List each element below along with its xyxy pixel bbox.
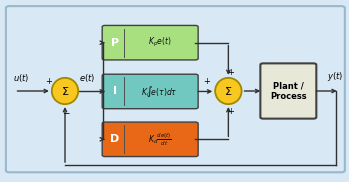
FancyBboxPatch shape [260, 63, 316, 119]
Text: +: + [227, 68, 233, 77]
Text: $e(t)$: $e(t)$ [79, 72, 95, 84]
Text: $\Sigma$: $\Sigma$ [224, 85, 232, 97]
Text: $-$: $-$ [62, 107, 71, 116]
FancyBboxPatch shape [102, 122, 198, 157]
Text: $\Sigma$: $\Sigma$ [61, 85, 69, 97]
Text: D: D [110, 134, 119, 144]
Text: +: + [203, 78, 210, 86]
FancyBboxPatch shape [102, 74, 198, 109]
Ellipse shape [52, 78, 78, 104]
Text: $y(t)$: $y(t)$ [327, 70, 343, 83]
Text: Plant /
Process: Plant / Process [270, 81, 307, 101]
Text: $K_i\!\int\! e(\tau)d\tau$: $K_i\!\int\! e(\tau)d\tau$ [141, 84, 178, 99]
Text: $K_p e(t)$: $K_p e(t)$ [148, 36, 172, 49]
FancyBboxPatch shape [102, 25, 198, 60]
Text: $u(t)$: $u(t)$ [13, 72, 29, 84]
Text: $K_d\frac{de(t)}{dt}$: $K_d\frac{de(t)}{dt}$ [148, 131, 171, 148]
Text: P: P [111, 38, 119, 48]
Text: +: + [45, 78, 52, 86]
Ellipse shape [215, 78, 242, 104]
Text: +: + [227, 107, 233, 116]
Text: I: I [113, 86, 117, 96]
FancyBboxPatch shape [6, 6, 345, 172]
